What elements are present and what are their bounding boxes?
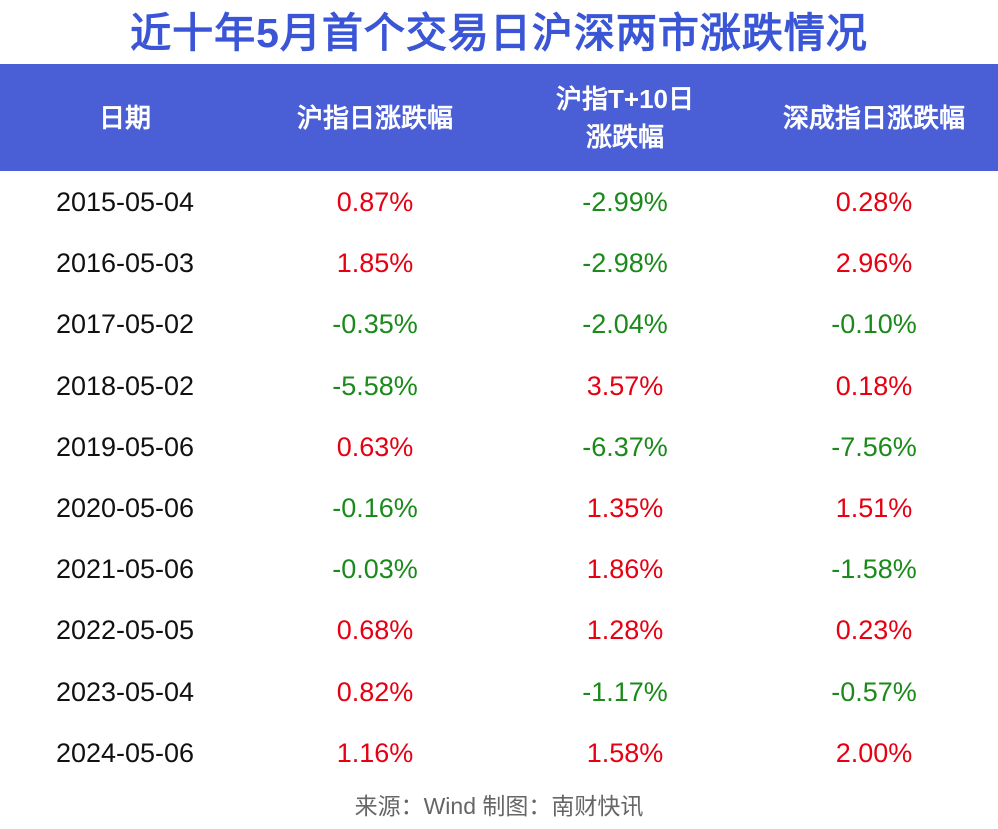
cell-sh-t10-change: -2.99% xyxy=(582,187,668,217)
table-row: 2021-05-06 -0.03% 1.86% -1.58% xyxy=(0,539,998,600)
cell-sh-t10-change: -6.37% xyxy=(582,431,668,462)
cell-sz-daily-change: 0.23% xyxy=(835,615,913,646)
table-row: 2023-05-04 0.82% -1.17% -0.57% xyxy=(0,662,998,723)
cell-date: 2017-05-02 xyxy=(55,309,195,340)
cell-sh-daily-change: -0.16% xyxy=(332,493,418,523)
cell-sh-t10-change: -1.17% xyxy=(582,676,668,707)
cell-sh-t10-change: 1.35% xyxy=(586,493,664,523)
cell-date: 2022-05-05 xyxy=(55,615,195,646)
cell-sh-daily-change: 0.63% xyxy=(336,431,414,462)
cell-sz-daily-change: 2.96% xyxy=(835,248,913,279)
table-header: 日期 沪指日涨跌幅 沪指T+10日 涨跌幅 深成指日涨跌幅 xyxy=(0,64,998,171)
cell-date: 2020-05-06 xyxy=(55,493,195,523)
header-date: 日期 xyxy=(98,102,151,133)
header-sh-daily-change: 沪指日涨跌幅 xyxy=(296,102,453,133)
cell-sz-daily-change: -0.57% xyxy=(831,676,917,707)
cell-sh-t10-change: -2.04% xyxy=(582,309,668,340)
cell-sh-t10-change: 1.86% xyxy=(586,554,664,585)
cell-sh-daily-change: 1.16% xyxy=(336,737,414,768)
cell-sz-daily-change: 0.18% xyxy=(835,370,913,401)
cell-sh-daily-change: 0.68% xyxy=(336,615,414,646)
cell-sz-daily-change: 1.51% xyxy=(835,493,913,523)
table-row: 2022-05-05 0.68% 1.28% 0.23% xyxy=(0,600,998,661)
table-row: 2018-05-02 -5.58% 3.57% 0.18% xyxy=(0,356,998,417)
cell-date: 2021-05-06 xyxy=(55,554,195,585)
table-row: 2024-05-06 1.16% 1.58% 2.00% xyxy=(0,723,998,784)
chart-title: 近十年5月首个交易日沪深两市涨跌情况 xyxy=(130,10,868,56)
table-row: 2020-05-06 -0.16% 1.35% 1.51% xyxy=(0,478,998,539)
cell-date: 2023-05-04 xyxy=(55,676,195,707)
cell-sh-t10-change: 1.58% xyxy=(586,737,664,768)
cell-sz-daily-change: -0.10% xyxy=(831,309,917,340)
table-row: 2017-05-02 -0.35% -2.04% -0.10% xyxy=(0,294,998,355)
source-note: 来源：Wind 制图：南财快讯 xyxy=(354,793,644,819)
cell-date: 2019-05-06 xyxy=(55,431,195,462)
cell-date: 2018-05-02 xyxy=(55,370,195,401)
cell-sh-t10-change: 3.57% xyxy=(586,370,664,401)
header-sh-t10-change: 沪指T+10日 涨跌幅 xyxy=(556,83,694,152)
cell-sz-daily-change: -1.58% xyxy=(831,554,917,585)
cell-sh-daily-change: -0.03% xyxy=(332,554,418,585)
cell-sh-t10-change: 1.28% xyxy=(586,615,664,646)
cell-sh-daily-change: -5.58% xyxy=(332,370,418,401)
cell-sh-daily-change: 0.82% xyxy=(336,676,414,707)
cell-sz-daily-change: 2.00% xyxy=(835,737,913,768)
cell-date: 2016-05-03 xyxy=(55,248,195,279)
cell-sz-daily-change: -7.56% xyxy=(831,431,917,462)
cell-sh-daily-change: 0.87% xyxy=(336,187,414,217)
header-sz-daily-change: 深成指日涨跌幅 xyxy=(782,102,965,133)
cell-date: 2015-05-04 xyxy=(55,187,195,217)
cell-sh-daily-change: 1.85% xyxy=(336,248,414,279)
cell-date: 2024-05-06 xyxy=(55,737,195,768)
table-row: 2016-05-03 1.85% -2.98% 2.96% xyxy=(0,233,998,294)
cell-sh-daily-change: -0.35% xyxy=(332,309,418,340)
cell-sh-t10-change: -2.98% xyxy=(582,248,668,279)
table-row: 2019-05-06 0.63% -6.37% -7.56% xyxy=(0,417,998,478)
cell-sz-daily-change: 0.28% xyxy=(835,187,913,217)
table-row: 2015-05-04 0.87% -2.99% 0.28% xyxy=(0,172,998,233)
